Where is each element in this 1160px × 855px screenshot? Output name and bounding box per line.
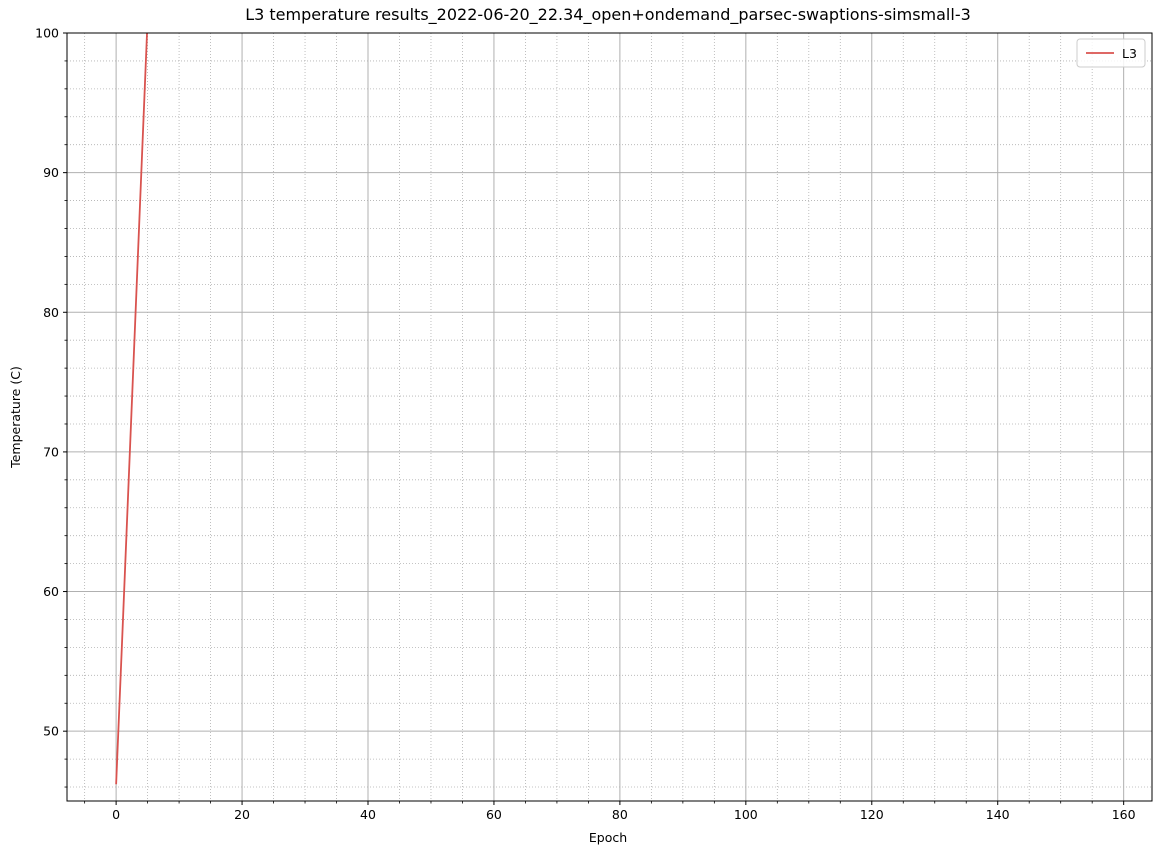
series-line-l3 bbox=[115, 33, 148, 785]
series-layer bbox=[115, 33, 148, 785]
plot-frame bbox=[66, 32, 1153, 802]
x-tick-label: 20 bbox=[234, 807, 250, 822]
minor-grid bbox=[67, 33, 1152, 801]
x-tick-label: 100 bbox=[734, 807, 758, 822]
x-tick-label: 140 bbox=[986, 807, 1010, 822]
x-tick-label: 60 bbox=[486, 807, 502, 822]
y-tick-label: 60 bbox=[43, 584, 59, 599]
y-tick-label: 70 bbox=[43, 444, 59, 459]
x-tick-label: 120 bbox=[860, 807, 884, 822]
y-tick-label: 90 bbox=[43, 165, 59, 180]
x-tick-label: 40 bbox=[360, 807, 376, 822]
legend: L3 bbox=[1076, 38, 1146, 68]
chart-title: L3 temperature results_2022-06-20_22.34_… bbox=[245, 5, 971, 25]
y-tick-label: 50 bbox=[43, 724, 59, 739]
x-tick-label: 80 bbox=[612, 807, 628, 822]
y-axis-ticks: 50 60 70 80 90 100 bbox=[35, 26, 67, 788]
x-axis-ticks: 0 20 40 60 80 100 120 140 160 bbox=[84, 801, 1136, 822]
y-axis-label: Temperature (C) bbox=[8, 366, 23, 469]
y-tick-label: 100 bbox=[35, 26, 59, 41]
y-tick-label: 80 bbox=[43, 305, 59, 320]
legend-label-l3: L3 bbox=[1122, 46, 1137, 61]
x-tick-label: 160 bbox=[1112, 807, 1136, 822]
x-axis-label: Epoch bbox=[589, 830, 627, 845]
x-tick-label: 0 bbox=[112, 807, 120, 822]
